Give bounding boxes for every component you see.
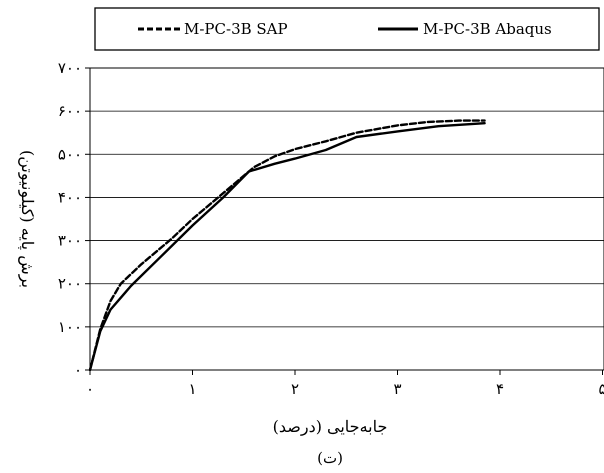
y-tick-label: ۱۰۰: [58, 318, 82, 336]
series-line-sap: [88, 119, 486, 372]
axis-layer: ۰ ۱۰۰ ۲۰۰ ۳۰۰ ۴۰۰ ۵۰۰ ۶۰۰ ۷۰۰ ۰ ۱ ۲ ۳ ۴ ۵: [58, 59, 604, 398]
y-axis-title: برش پایه (کیلونیوتن): [18, 150, 37, 288]
y-tick-label: ۴۰۰: [58, 188, 82, 206]
x-tick-label: ۴: [496, 380, 504, 398]
y-tick-label: ۲۰۰: [58, 275, 82, 293]
y-tick-label: ۵۰۰: [58, 145, 82, 163]
plot-area: [89, 67, 604, 371]
figure-caption: (ت): [317, 449, 343, 467]
x-tick-label: ۲: [291, 380, 299, 398]
x-tick-label: ۳: [393, 380, 401, 398]
x-tick-label: ۵: [598, 380, 604, 398]
legend-label-sap: M-PC-3B SAP: [184, 20, 288, 38]
series-layer: [88, 119, 486, 372]
grid-layer: [90, 110, 604, 328]
x-tick-label: ۰: [86, 380, 94, 398]
legend-label-abaqus: M-PC-3B Abaqus: [423, 20, 552, 38]
series-line-abaqus: [88, 122, 486, 372]
y-tick-label: ۰: [74, 361, 82, 379]
x-tick-label: ۱: [188, 380, 196, 398]
x-axis-title: جابه‌جایی (درصد): [273, 417, 388, 436]
y-tick-label: ۳۰۰: [58, 232, 82, 250]
y-tick-label: ۷۰۰: [58, 59, 82, 77]
y-tick-label: ۶۰۰: [58, 102, 82, 120]
